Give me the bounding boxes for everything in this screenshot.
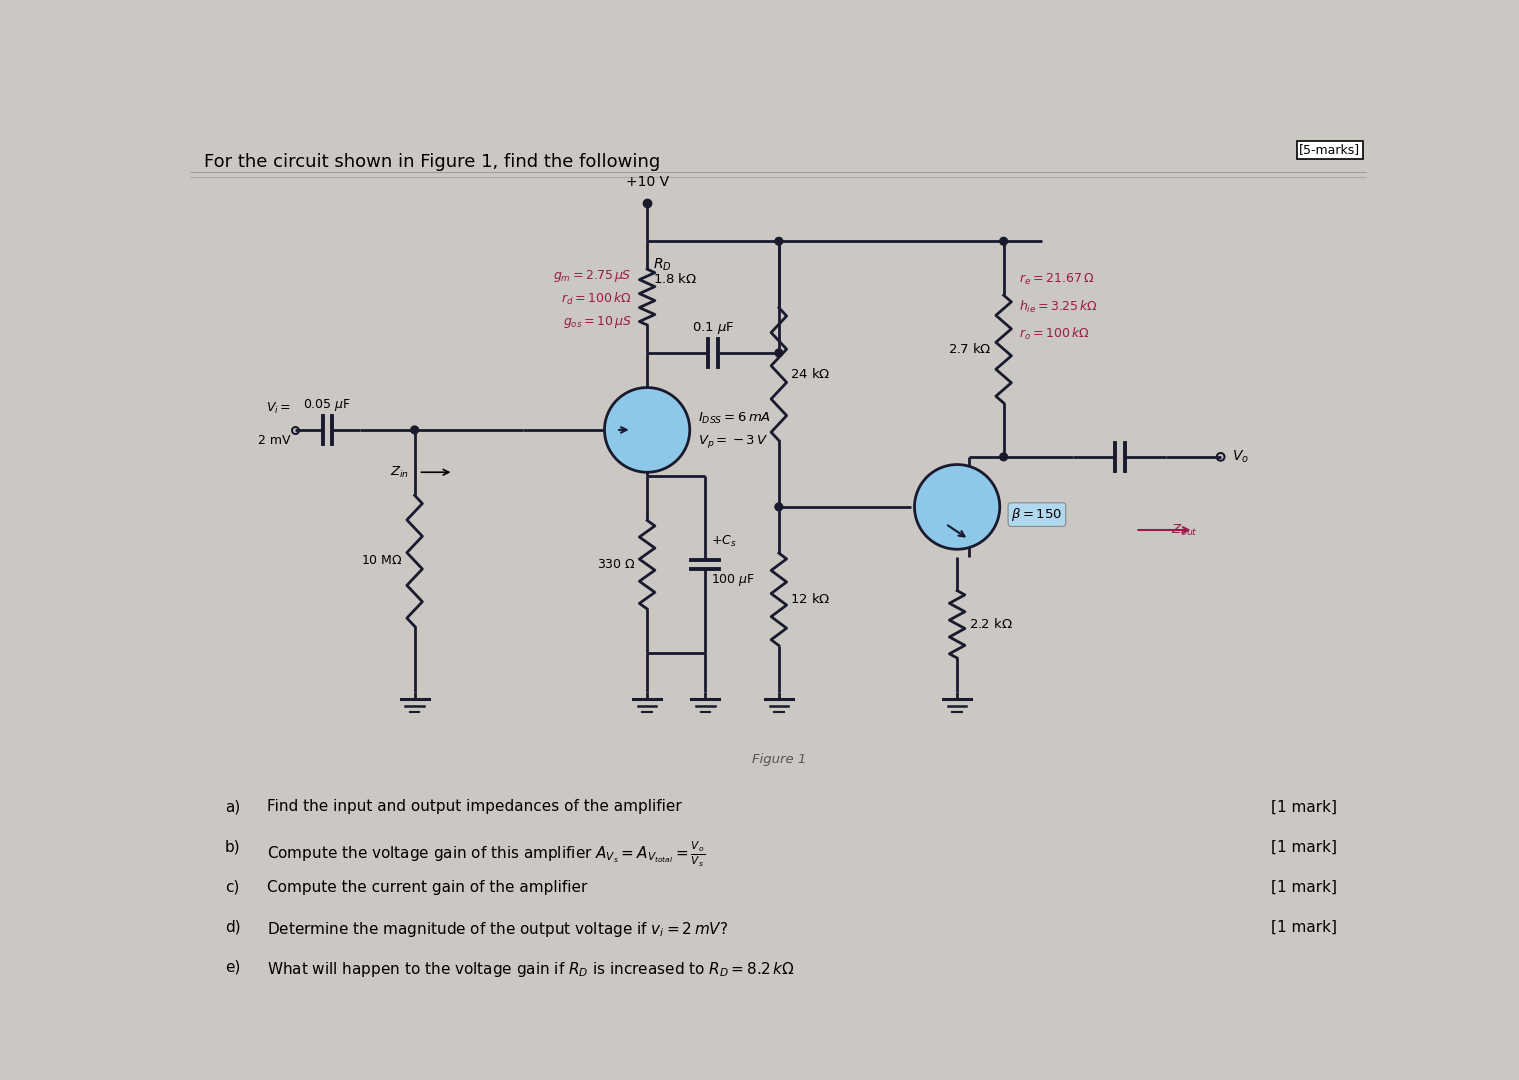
Text: $\beta = 150$: $\beta = 150$ [1012,507,1062,523]
Text: $r_o = 100\,k\Omega$: $r_o = 100\,k\Omega$ [1019,325,1089,341]
Text: $r_e = 21.67\,\Omega$: $r_e = 21.67\,\Omega$ [1019,272,1094,287]
Text: $V_i =$: $V_i =$ [266,401,290,416]
Circle shape [410,426,419,434]
Text: $Z_{out}$: $Z_{out}$ [1171,523,1197,538]
Text: $V_p = -3\,V$: $V_p = -3\,V$ [697,433,767,450]
Circle shape [605,388,690,472]
Text: 1.8 k$\Omega$: 1.8 k$\Omega$ [653,272,697,286]
Text: Compute the voltage gain of this amplifier $A_{V_s} = A_{V_{total}} = \frac{V_o}: Compute the voltage gain of this amplifi… [267,839,705,869]
Text: $V_o$: $V_o$ [1232,448,1249,465]
Text: e): e) [225,960,240,974]
Text: Compute the current gain of the amplifier: Compute the current gain of the amplifie… [267,879,588,894]
Circle shape [1000,238,1007,245]
Text: 2 mV: 2 mV [258,434,290,447]
Text: 10 M$\Omega$: 10 M$\Omega$ [362,554,403,567]
Circle shape [1000,453,1007,461]
Text: [5-marks]: [5-marks] [1299,144,1360,157]
Text: Determine the magnitude of the output voltage if $v_i = 2\,mV$?: Determine the magnitude of the output vo… [267,920,729,939]
Text: $h_{ie} = 3.25\,k\Omega$: $h_{ie} = 3.25\,k\Omega$ [1019,299,1098,314]
Text: 2.2 k$\Omega$: 2.2 k$\Omega$ [969,618,1013,632]
Circle shape [914,464,1000,550]
Text: 0.05 $\mu$F: 0.05 $\mu$F [304,397,351,413]
Text: $R_D$: $R_D$ [653,257,671,273]
Text: Figure 1: Figure 1 [752,754,807,767]
Text: What will happen to the voltage gain if $R_D$ is increased to $R_D = 8.2\,k\Omeg: What will happen to the voltage gain if … [267,960,794,978]
Text: d): d) [225,920,240,934]
Text: +10 V: +10 V [626,175,668,189]
Text: 12 k$\Omega$: 12 k$\Omega$ [790,592,831,606]
Text: [1 mark]: [1 mark] [1271,799,1337,814]
Text: $Z_{in}$: $Z_{in}$ [389,464,409,480]
Text: 0.1 $\mu$F: 0.1 $\mu$F [691,320,734,336]
Text: 24 k$\Omega$: 24 k$\Omega$ [790,367,831,381]
Text: [1 mark]: [1 mark] [1271,879,1337,894]
Text: 330 $\Omega$: 330 $\Omega$ [597,558,635,571]
Text: 100 $\mu$F: 100 $\mu$F [711,572,755,589]
Text: [1 mark]: [1 mark] [1271,839,1337,854]
Text: +$C_s$: +$C_s$ [711,535,737,550]
Text: Find the input and output impedances of the amplifier: Find the input and output impedances of … [267,799,682,814]
Text: a): a) [225,799,240,814]
Circle shape [775,349,782,356]
Circle shape [775,238,782,245]
Text: $I_{DSS} = 6\,mA$: $I_{DSS} = 6\,mA$ [697,410,770,426]
Text: $g_{os} = 10\,\mu S$: $g_{os} = 10\,\mu S$ [562,314,632,330]
Circle shape [775,503,782,511]
Text: [1 mark]: [1 mark] [1271,920,1337,934]
Text: $\beta = 150$: $\beta = 150$ [1012,507,1062,523]
Text: $g_m = 2.75\,\mu S$: $g_m = 2.75\,\mu S$ [553,268,632,284]
Text: b): b) [225,839,240,854]
Text: For the circuit shown in Figure 1, find the following: For the circuit shown in Figure 1, find … [204,152,661,171]
Text: 2.7 k$\Omega$: 2.7 k$\Omega$ [948,342,992,356]
Text: $r_d = 100\,k\Omega$: $r_d = 100\,k\Omega$ [561,291,632,307]
Text: c): c) [225,879,238,894]
